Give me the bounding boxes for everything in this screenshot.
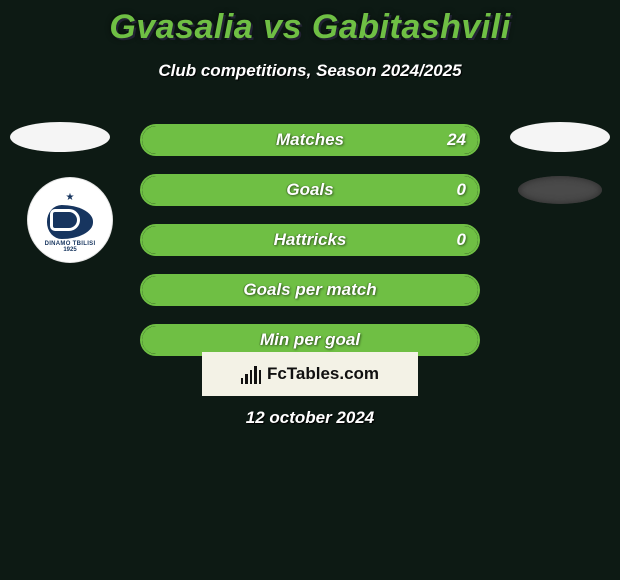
stat-label: Goals per match — [243, 280, 376, 300]
page-title: Gvasalia vs Gabitashvili — [0, 0, 620, 47]
generated-date: 12 october 2024 — [0, 408, 620, 428]
stat-value-right: 0 — [457, 176, 466, 204]
player-left-photo — [10, 122, 110, 152]
dinamo-d-icon — [47, 205, 93, 239]
stat-value-right: 24 — [447, 126, 466, 154]
stats-container: Matches 24 Goals 0 Hattricks 0 Goals per match… — [140, 124, 480, 374]
stat-label: Matches — [276, 130, 344, 150]
player-right-photo — [510, 122, 610, 152]
club-logo-right — [518, 176, 602, 204]
stat-row: Goals 0 — [140, 174, 480, 206]
stat-label: Goals — [286, 180, 333, 200]
club-logo-left: ★ DINAMO TBILISI 1925 — [28, 178, 112, 262]
stat-value-right: 0 — [457, 226, 466, 254]
watermark-text: FcTables.com — [267, 364, 379, 384]
stat-label: Min per goal — [260, 330, 360, 350]
stat-label: Hattricks — [274, 230, 347, 250]
stat-row: Goals per match — [140, 274, 480, 306]
subtitle: Club competitions, Season 2024/2025 — [0, 61, 620, 81]
watermark: FcTables.com — [202, 352, 418, 396]
stat-row: Matches 24 — [140, 124, 480, 156]
bars-icon — [241, 364, 261, 384]
stat-row: Hattricks 0 — [140, 224, 480, 256]
club-logo-left-text2: 1925 — [63, 247, 76, 253]
star-icon: ★ — [66, 192, 75, 203]
